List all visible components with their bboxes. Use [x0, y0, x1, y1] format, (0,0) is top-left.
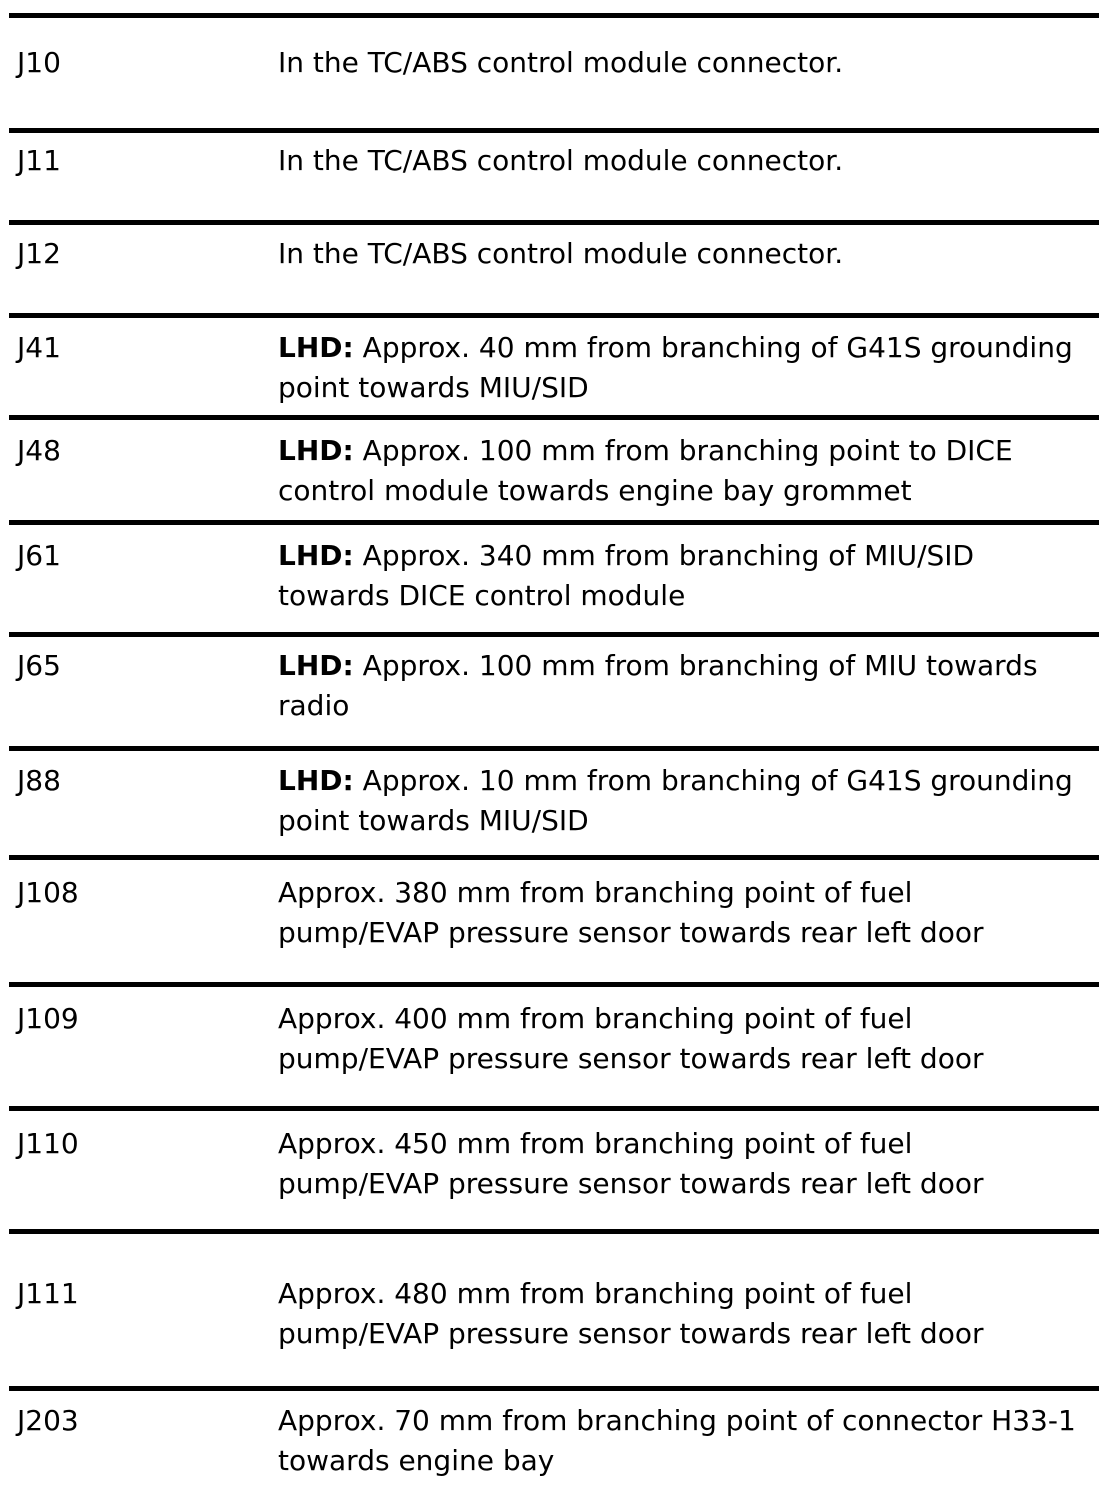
connector-id: J41 — [17, 331, 61, 364]
description-line-2: point towards MIU/SID — [278, 371, 589, 404]
description-line-2: control module towards engine bay gromme… — [278, 474, 912, 507]
description-line-1: Approx. 10 mm from branching of G41S gro… — [362, 764, 1073, 797]
table-row: J88 LHD: Approx. 10 mm from branching of … — [9, 746, 1099, 855]
connector-location: In the TC/ABS control module connector. — [278, 234, 1099, 274]
description-line-1: Approx. 450 mm from branching point of f… — [278, 1127, 913, 1160]
table-row: J111 Approx. 480 mm from branching point… — [9, 1229, 1099, 1386]
table-row: J48 LHD: Approx. 100 mm from branching po… — [9, 415, 1099, 520]
connector-location: LHD: Approx. 100 mm from branching point … — [278, 431, 1099, 511]
connector-location: LHD: Approx. 340 mm from branching of MIU… — [278, 536, 1099, 616]
description-line-2: pump/EVAP pressure sensor towards rear l… — [278, 1317, 984, 1350]
connector-location: In the TC/ABS control module connector. — [278, 43, 1099, 83]
table-row: J108 Approx. 380 mm from branching point… — [9, 855, 1099, 982]
description-line-1: Approx. 100 mm from branching point to D… — [362, 434, 1013, 467]
connector-location: LHD: Approx. 10 mm from branching of G41S… — [278, 761, 1099, 841]
lhd-label: LHD: — [278, 434, 354, 467]
table-row: J110 Approx. 450 mm from branching point… — [9, 1106, 1099, 1229]
connector-id: J203 — [17, 1404, 79, 1437]
connector-location: LHD: Approx. 40 mm from branching of G41S… — [278, 328, 1099, 408]
connector-id: J110 — [17, 1127, 79, 1160]
description-line-1: Approx. 400 mm from branching point of f… — [278, 1002, 913, 1035]
connector-location: LHD: Approx. 100 mm from branching of MIU… — [278, 646, 1099, 726]
description-line-2: towards DICE control module — [278, 579, 686, 612]
connector-location: Approx. 70 mm from branching point of co… — [278, 1401, 1099, 1481]
description-line-2: towards engine bay — [278, 1444, 555, 1477]
connector-id: J11 — [17, 144, 61, 177]
lhd-label: LHD: — [278, 649, 354, 682]
connector-id: J12 — [17, 237, 61, 270]
connector-location: Approx. 380 mm from branching point of f… — [278, 873, 1099, 953]
description-line-1: In the TC/ABS control module connector. — [278, 144, 844, 177]
table-row: J203 Approx. 70 mm from branching point … — [9, 1386, 1099, 1480]
connector-location: Approx. 480 mm from branching point of f… — [278, 1274, 1099, 1354]
table-row: J65 LHD: Approx. 100 mm from branching of… — [9, 632, 1099, 746]
description-line-1: Approx. 100 mm from branching of MIU tow… — [362, 649, 1038, 682]
description-line-2: pump/EVAP pressure sensor towards rear l… — [278, 1167, 984, 1200]
table-row: J109 Approx. 400 mm from branching point… — [9, 982, 1099, 1106]
connector-id: J88 — [17, 764, 61, 797]
connector-location: Approx. 450 mm from branching point of f… — [278, 1124, 1099, 1204]
connector-id: J109 — [17, 1002, 79, 1035]
connector-id: J111 — [17, 1277, 79, 1310]
connector-location: Approx. 400 mm from branching point of f… — [278, 999, 1099, 1079]
lhd-label: LHD: — [278, 764, 354, 797]
description-line-2: point towards MIU/SID — [278, 804, 589, 837]
connector-id: J108 — [17, 876, 79, 909]
lhd-label: LHD: — [278, 539, 354, 572]
connector-id: J10 — [17, 46, 61, 79]
description-line-1: In the TC/ABS control module connector. — [278, 237, 844, 270]
description-line-1: Approx. 480 mm from branching point of f… — [278, 1277, 913, 1310]
description-line-1: Approx. 340 mm from branching of MIU/SID — [362, 539, 975, 572]
description-line-1: Approx. 40 mm from branching of G41S gro… — [362, 331, 1073, 364]
connector-location: In the TC/ABS control module connector. — [278, 141, 1099, 181]
lhd-label: LHD: — [278, 331, 354, 364]
table-row: J11 In the TC/ABS control module connect… — [9, 128, 1099, 220]
table-row: J41 LHD: Approx. 40 mm from branching of … — [9, 313, 1099, 415]
connector-location-table: J10 In the TC/ABS control module connect… — [9, 13, 1099, 1480]
table-row: J12 In the TC/ABS control module connect… — [9, 220, 1099, 313]
description-line-2: pump/EVAP pressure sensor towards rear l… — [278, 916, 984, 949]
description-line-1: In the TC/ABS control module connector. — [278, 46, 844, 79]
connector-id: J65 — [17, 649, 61, 682]
description-line-2: radio — [278, 689, 350, 722]
description-line-2: pump/EVAP pressure sensor towards rear l… — [278, 1042, 984, 1075]
connector-id: J61 — [17, 539, 61, 572]
table-row: J61 LHD: Approx. 340 mm from branching of… — [9, 520, 1099, 632]
table-row: J10 In the TC/ABS control module connect… — [9, 13, 1099, 128]
description-line-1: Approx. 380 mm from branching point of f… — [278, 876, 913, 909]
description-line-1: Approx. 70 mm from branching point of co… — [278, 1404, 1076, 1437]
connector-id: J48 — [17, 434, 61, 467]
